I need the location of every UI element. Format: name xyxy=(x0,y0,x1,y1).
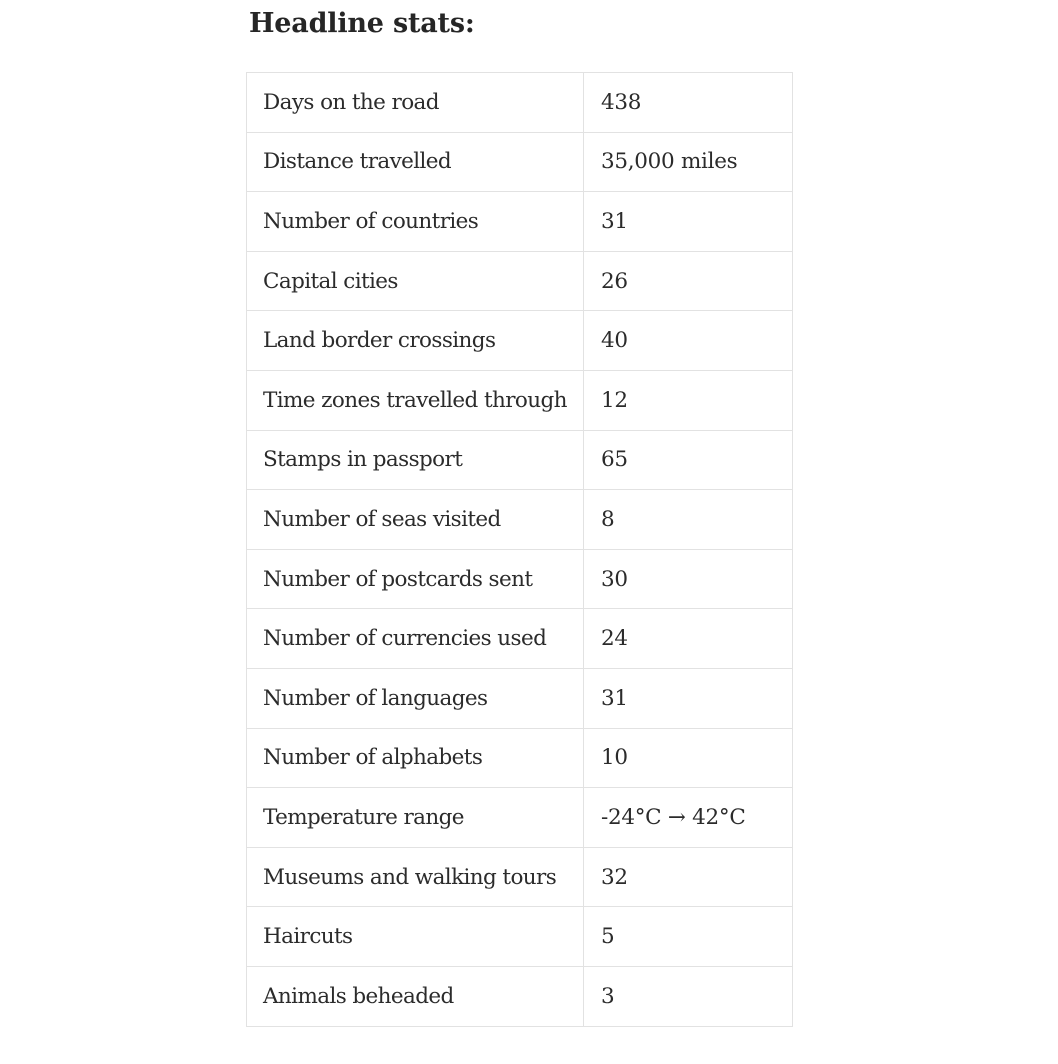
section-heading: Headline stats: xyxy=(249,8,475,39)
stat-label: Number of alphabets xyxy=(246,727,584,789)
stat-label: Capital cities xyxy=(246,250,584,312)
table-row: Temperature range -24°C → 42°C xyxy=(246,787,793,848)
stat-label: Land border crossings xyxy=(246,310,584,371)
stat-value: 32 xyxy=(583,846,793,908)
stat-label: Stamps in passport xyxy=(246,429,584,491)
stat-value: 12 xyxy=(583,369,793,431)
stat-value: 30 xyxy=(583,548,793,610)
table-row: Days on the road 438 xyxy=(246,72,793,133)
table-row: Land border crossings 40 xyxy=(246,310,793,371)
table-row: Number of languages 31 xyxy=(246,667,793,729)
stat-value: 10 xyxy=(583,727,793,789)
stat-label: Number of currencies used xyxy=(246,608,584,669)
stats-table-body: Days on the road 438 Distance travelled 35… xyxy=(246,72,793,1027)
stat-value: 26 xyxy=(583,250,793,312)
stat-value: 40 xyxy=(583,310,793,371)
table-row: Museums and walking tours 32 xyxy=(246,846,793,908)
stat-value: 24 xyxy=(583,608,793,669)
table-row: Number of countries 31 xyxy=(246,191,793,252)
table-row: Capital cities 26 xyxy=(246,250,793,312)
stat-value: 3 xyxy=(583,965,793,1027)
stat-value: 31 xyxy=(583,191,793,252)
stat-label: Number of seas visited xyxy=(246,489,584,550)
stat-value: 65 xyxy=(583,429,793,491)
table-row: Time zones travelled through 12 xyxy=(246,369,793,431)
table-row: Number of alphabets 10 xyxy=(246,727,793,789)
stat-value: 35,000 miles xyxy=(583,131,793,193)
table-row: Number of currencies used 24 xyxy=(246,608,793,669)
stat-label: Time zones travelled through xyxy=(246,369,584,431)
table-row: Number of postcards sent 30 xyxy=(246,548,793,610)
stats-table: Days on the road 438 Distance travelled 35… xyxy=(246,72,793,1027)
stat-value: 5 xyxy=(583,906,793,967)
stat-value: 31 xyxy=(583,667,793,729)
stat-label: Haircuts xyxy=(246,906,584,967)
stat-value: 438 xyxy=(583,72,793,133)
stat-label: Distance travelled xyxy=(246,131,584,193)
stat-value: -24°C → 42°C xyxy=(583,787,793,848)
stat-label: Number of languages xyxy=(246,667,584,729)
stat-label: Number of countries xyxy=(246,191,584,252)
stat-label: Days on the road xyxy=(246,72,584,133)
table-row: Number of seas visited 8 xyxy=(246,489,793,550)
table-row: Stamps in passport 65 xyxy=(246,429,793,491)
stat-label: Museums and walking tours xyxy=(246,846,584,908)
table-row: Haircuts 5 xyxy=(246,906,793,967)
stat-label: Animals beheaded xyxy=(246,965,584,1027)
stat-label: Number of postcards sent xyxy=(246,548,584,610)
table-row: Distance travelled 35,000 miles xyxy=(246,131,793,193)
stat-label: Temperature range xyxy=(246,787,584,848)
stat-value: 8 xyxy=(583,489,793,550)
table-row: Animals beheaded 3 xyxy=(246,965,793,1027)
